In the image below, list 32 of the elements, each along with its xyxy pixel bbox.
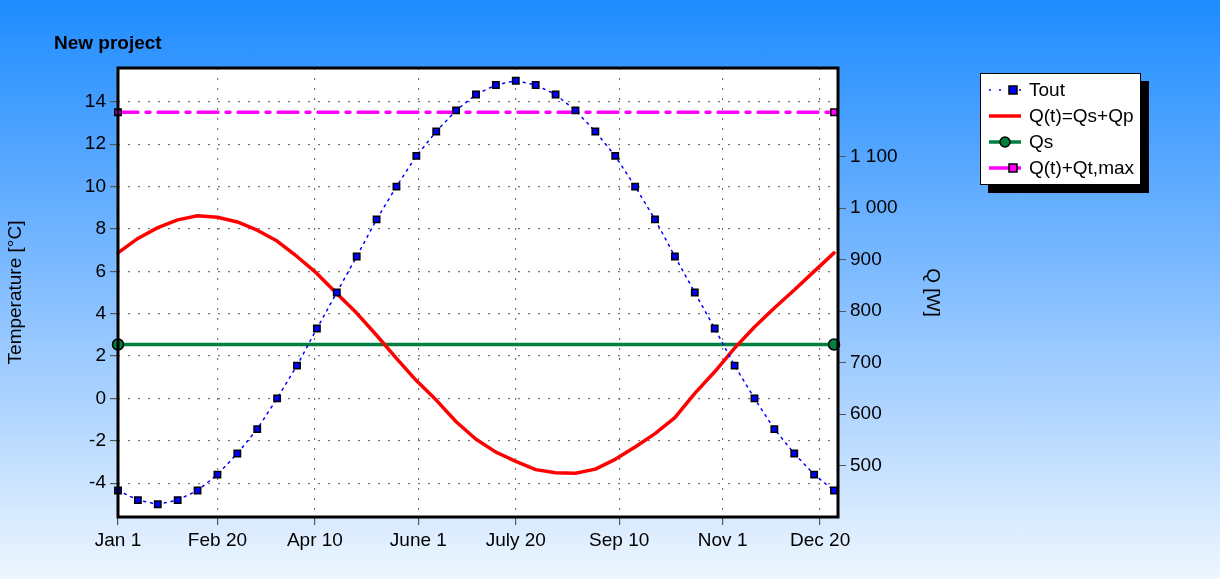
y2-tick-label: 700 <box>850 350 882 372</box>
legend-label: Q(t)=Qs+Qp <box>1029 105 1134 127</box>
y2-axis-title: Q [W] <box>923 268 945 317</box>
legend-label: Qs <box>1029 131 1054 153</box>
chart-title: New project <box>54 32 162 54</box>
x-tick-label: Apr 10 <box>286 528 343 550</box>
x-tick-label: July 20 <box>485 528 546 550</box>
x-tick-label: Feb 20 <box>187 528 248 550</box>
x-tick-label: Dec 20 <box>790 528 851 550</box>
y-tick-label: 4 <box>95 301 107 323</box>
y2-tick-label: 1 000 <box>850 196 898 218</box>
x-tick-label: Jan 1 <box>94 528 142 550</box>
y-tick-label: -4 <box>89 471 107 493</box>
legend-label: Tout <box>1029 79 1065 101</box>
y-tick-label: 6 <box>95 259 106 281</box>
y2-tick-label: 800 <box>850 299 882 321</box>
y2-tick-label: 1 100 <box>850 144 898 166</box>
y-tick-label: 12 <box>84 132 106 154</box>
y-tick-label: 14 <box>84 90 107 112</box>
y-tick-label: -2 <box>89 428 106 450</box>
y-tick-label: 2 <box>95 344 106 366</box>
y2-tick-label: 900 <box>850 247 882 269</box>
legend-label: Q(t)+Qt,max <box>1029 157 1135 179</box>
y-tick-label: 8 <box>95 217 106 239</box>
y2-tick-label: 600 <box>850 402 882 424</box>
y-tick-label: 10 <box>84 174 106 196</box>
y-tick-label: 0 <box>95 386 106 408</box>
x-tick-label: Nov 1 <box>697 528 748 550</box>
x-tick-label: Sep 10 <box>589 528 650 550</box>
x-tick-label: June 1 <box>389 528 447 550</box>
y2-tick-label: 500 <box>850 453 882 475</box>
y-axis-title: Temperature [°C] <box>3 220 25 365</box>
